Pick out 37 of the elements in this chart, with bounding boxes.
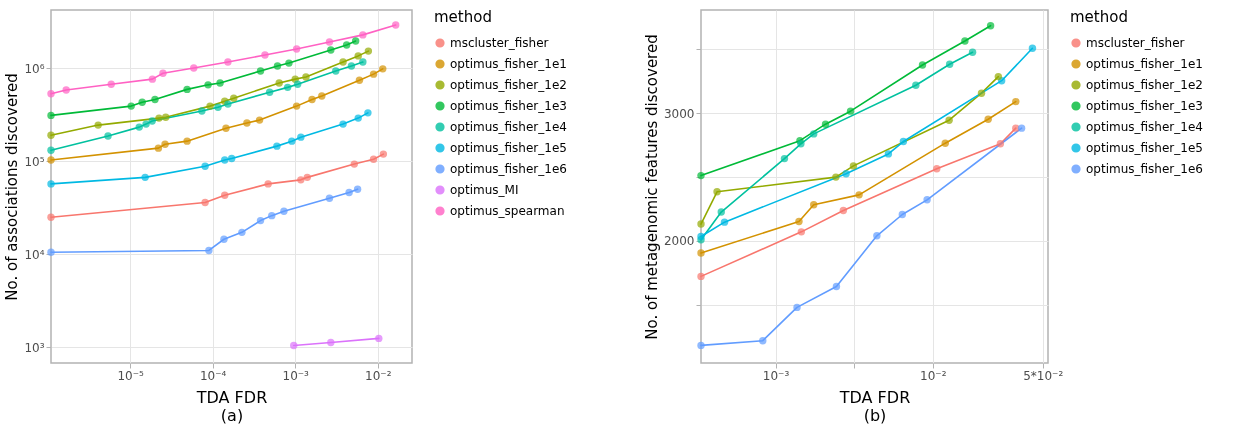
legend-label: optimus_fisher_1e1 [1086,57,1203,71]
y-tick-label: 2000 [663,234,695,249]
legend-label: mscluster_fisher [1086,36,1185,50]
legend-title: method [1070,8,1128,26]
legend-label: optimus_fisher_1e1 [450,57,567,71]
x-tick-label: 10⁻² [365,368,392,383]
y-tick-label: 3000 [663,106,695,121]
text: (b) [863,405,887,425]
x-axis-title: TDA FDR [195,387,268,407]
y-tick-label: 10⁵ [24,154,45,169]
y-axis-title: No. of metagenomic features discovered [642,34,661,340]
legend-label: optimus_fisher_1e4 [1086,120,1203,134]
legend-label: optimus_fisher_1e4 [450,120,567,134]
legend-label: optimus_fisher_1e2 [450,78,567,92]
legend-label: optimus_fisher_1e5 [1086,141,1203,155]
x-tick-label: 10⁻⁵ [117,368,145,383]
legend-label: optimus_fisher_1e5 [450,141,567,155]
x-tick-label: 10⁻² [920,368,947,383]
text: (a) [220,405,244,425]
legend-label: optimus_fisher_1e3 [1086,99,1203,113]
x-tick-label: 10⁻³ [282,368,310,383]
legend-label: optimus_MI [450,183,519,197]
x-tick-label: 10⁻³ [762,368,790,383]
y-axis-title: No. of associations discovered [3,73,22,301]
legend-label: optimus_fisher_1e6 [450,162,567,176]
legend-label: optimus_fisher_1e2 [1086,78,1203,92]
x-tick-label: 5*10⁻² [1023,368,1064,383]
x-axis-title: TDA FDR [838,387,911,407]
legend-title: method [434,8,492,26]
y-tick-label: 10⁶ [24,61,45,76]
legend-label: optimus_fisher_1e3 [450,99,567,113]
legend-label: mscluster_fisher [450,36,549,50]
legend-label: optimus_spearman [450,204,565,218]
y-tick-label: 10³ [24,340,45,355]
x-tick-label: 10⁻⁴ [199,368,227,383]
legend-label: optimus_fisher_1e6 [1086,162,1203,176]
y-tick-label: 10⁴ [24,247,45,262]
